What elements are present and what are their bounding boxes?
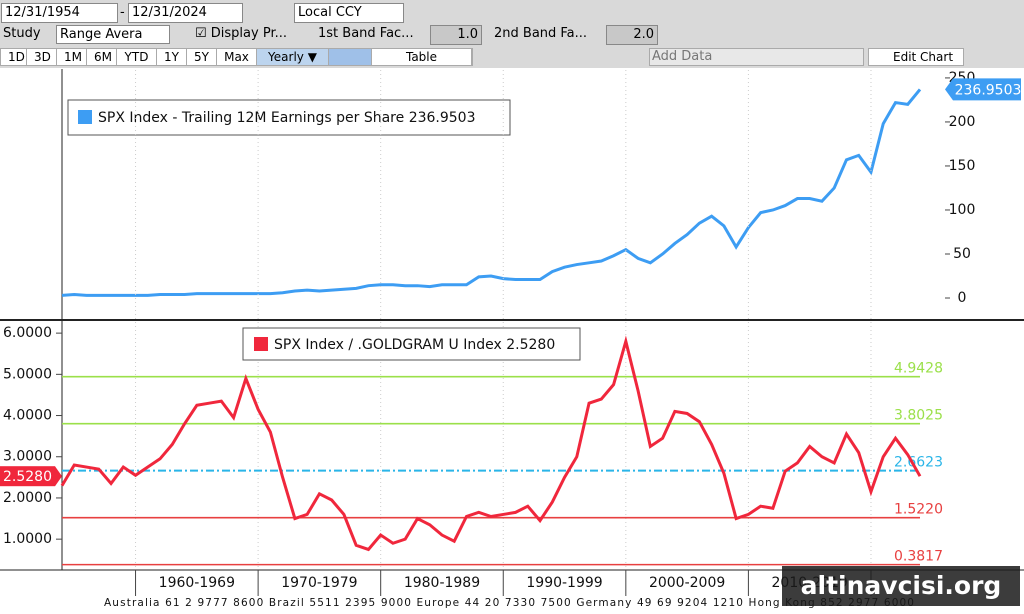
y-tick-label: 1.0000 [3,531,52,547]
y-tick-label: 6.0000 [3,325,52,341]
period-button[interactable]: 5Y [187,49,217,65]
date-dash: - [120,5,125,20]
footer: Australia 61 2 9777 8600 Brazil 5511 239… [104,597,914,609]
last-value-label: 236.9503 [955,82,1022,98]
add-data[interactable]: Add Data [649,48,864,66]
period-button[interactable]: 1M [57,49,87,65]
edit-chart[interactable]: Edit Chart [868,48,964,66]
band-label: 0.3817 [894,549,943,565]
study-label: Study [3,26,41,41]
x-tick-label: 1980-1989 [404,575,480,591]
band2-value[interactable]: 2.0 [606,25,658,45]
period-button[interactable]: 3D [27,49,57,65]
period-button[interactable]: Max [217,49,257,65]
period-button[interactable]: Table [372,49,472,65]
end-date[interactable]: 12/31/2024 [128,3,243,23]
legend-box [67,99,511,136]
period-button[interactable]: 6M [87,49,117,65]
y-tick-label: 5.0000 [3,366,52,382]
start-date[interactable]: 12/31/1954 [1,3,118,23]
currency[interactable]: Local CCY [294,3,404,23]
period-button[interactable]: 1Y [157,49,187,65]
study-select[interactable]: Range Avera [56,25,170,44]
x-tick-label: 1960-1969 [159,575,235,591]
legend-name: SPX Index / .GOLDGRAM U Index [274,337,502,353]
legend-text: SPX Index - Trailing 12M Earnings per Sh… [98,110,476,126]
y-tick-label: 50 [953,246,971,262]
last-value-label: 2.5280 [3,469,52,485]
band1-label: 1st Band Fac... [318,26,414,41]
band1-value[interactable]: 1.0 [430,25,482,45]
legend-text: SPX Index / .GOLDGRAM U Index 2.5280 [274,337,555,353]
band2-label: 2nd Band Fa... [494,26,588,41]
last-value-tag [0,466,55,487]
period-button[interactable]: YTD [117,49,157,65]
legend-box [242,327,581,361]
watermark-box [782,566,1020,606]
legend: SPX Index / .GOLDGRAM U Index 2.5280 [242,327,581,361]
legend-swatch [254,337,268,351]
y-tick-label: 4.0000 [3,408,52,424]
data-line [60,335,922,552]
y-tick-label: 150 [949,158,976,174]
y-tick-label: 200 [949,114,976,130]
y-tick-label: 0 [958,290,967,306]
y-tick-label: 3.0000 [3,449,52,465]
band-label: 2.6623 [894,455,943,471]
period-buttons: 1D 3D 1M 6M YTD 1Y 5Y Max Yearly ▼ Table [0,48,473,66]
last-value-tag [945,78,1021,101]
x-tick-label: 1990-1999 [526,575,602,591]
x-tick-label: 2000-2009 [649,575,725,591]
band-label: 4.9428 [894,361,943,377]
last-value-tag-arrow [55,466,62,487]
legend: SPX Index - Trailing 12M Earnings per Sh… [67,99,511,136]
legend-value: 236.9503 [409,110,476,126]
period-button[interactable]: Yearly ▼ [257,49,329,65]
x-tick-label: 1970-1979 [281,575,357,591]
legend-name: SPX Index - Trailing 12M Earnings per Sh… [98,110,404,126]
y-tick-label: 2.0000 [3,490,52,506]
legend-value: 2.5280 [506,337,555,353]
period-button[interactable]: 1D [1,49,27,65]
display-option[interactable]: ☑ Display Pr... [195,26,287,41]
chart-style-button[interactable] [329,49,372,65]
band-label: 1.5220 [894,502,943,518]
y-tick-label: 100 [949,202,976,218]
data-line [61,88,922,297]
legend-swatch [78,110,92,124]
band-label: 3.8025 [894,408,943,424]
watermark: altinavcisi.org [801,571,1002,600]
